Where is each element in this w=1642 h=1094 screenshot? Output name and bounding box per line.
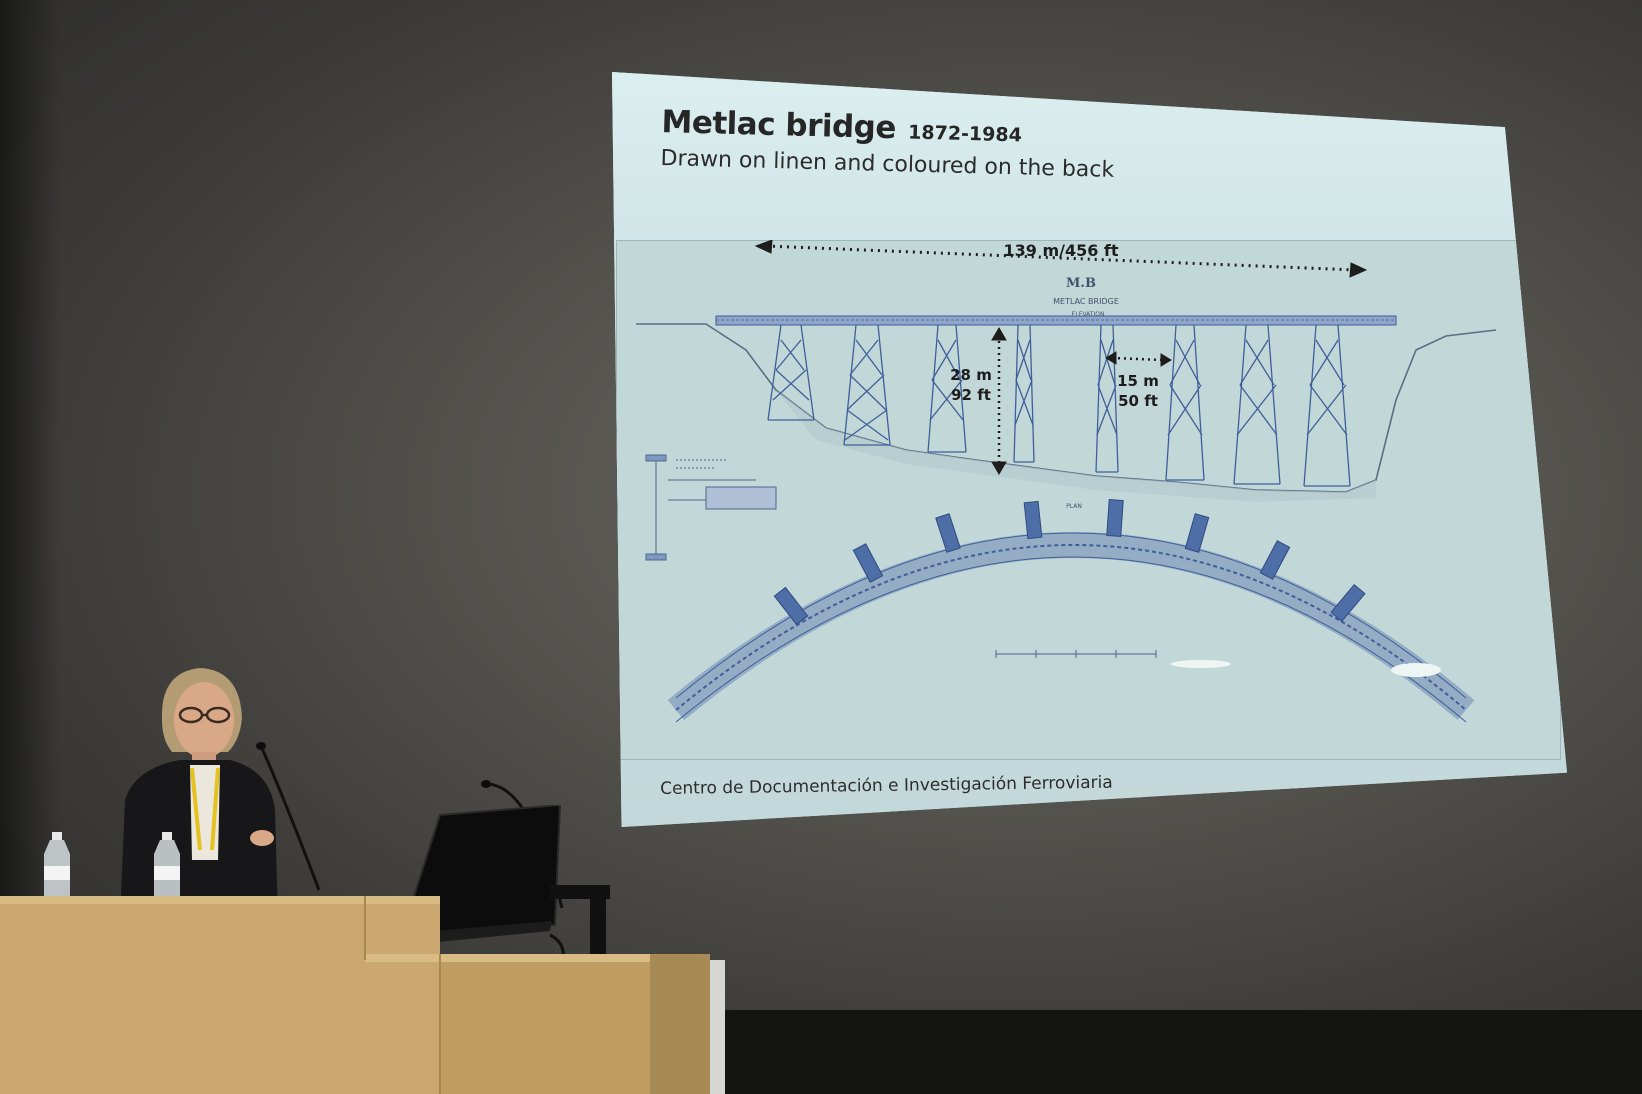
drawing-view-label: ELEVATION: [1072, 311, 1105, 318]
tower: [1013, 324, 1035, 463]
slide-years: 1872-1984: [907, 121, 1023, 147]
tower: [1095, 324, 1119, 473]
trestle-towers: [767, 324, 1351, 487]
drawing-scale-bar: [995, 650, 1157, 658]
height-dimension-ft: 92 ft: [951, 386, 991, 404]
paper-tear: [1391, 663, 1441, 677]
water-bottle-icon: [44, 832, 70, 900]
span-dimension-arrow: [1105, 351, 1172, 367]
drawing-bridge-name: METLAC BRIDGE: [1053, 297, 1119, 306]
bridge-blueprint: 139 m/456 ft M.B METLAC BRIDGE ELEVATION: [616, 240, 1561, 760]
length-dimension-label: 139 m/456 ft: [1003, 241, 1118, 260]
drawing-plan-label: PLAN: [1066, 503, 1082, 510]
bridge-deck: [715, 315, 1397, 326]
height-dimension-m: 28 m: [950, 366, 992, 384]
tower: [1165, 324, 1205, 481]
plan-pier-blocks: [773, 499, 1366, 626]
paper-tear: [1171, 660, 1231, 668]
girder-cross-section: [645, 454, 777, 561]
projected-slide: Metlac bridge 1872-1984 Drawn on linen a…: [612, 72, 1567, 827]
water-bottle-icon: [154, 832, 180, 900]
lectern-front-left: [0, 896, 440, 1094]
tower: [927, 324, 967, 453]
lectern-front-right: [440, 954, 650, 1094]
span-dimension-ft: 50 ft: [1118, 392, 1158, 410]
drawing-monogram: M.B: [1066, 276, 1096, 291]
speaker-face: [174, 682, 234, 758]
lectern: [0, 896, 725, 1094]
glasses-icon: [178, 706, 231, 724]
tower: [767, 324, 815, 421]
length-dimension-arrow: [754, 240, 1368, 278]
height-dimension-arrow: [991, 327, 1007, 475]
stage-floor: [700, 1010, 1642, 1094]
tower: [843, 324, 891, 446]
slide-title: Metlac bridge: [661, 104, 897, 147]
tower: [1303, 324, 1351, 487]
lanyard: [190, 767, 220, 851]
slide-heading: Metlac bridge 1872-1984 Drawn on linen a…: [660, 104, 1115, 183]
tower: [1233, 324, 1281, 485]
microphone-icon: [256, 742, 321, 891]
span-dimension-m: 15 m: [1117, 372, 1159, 390]
